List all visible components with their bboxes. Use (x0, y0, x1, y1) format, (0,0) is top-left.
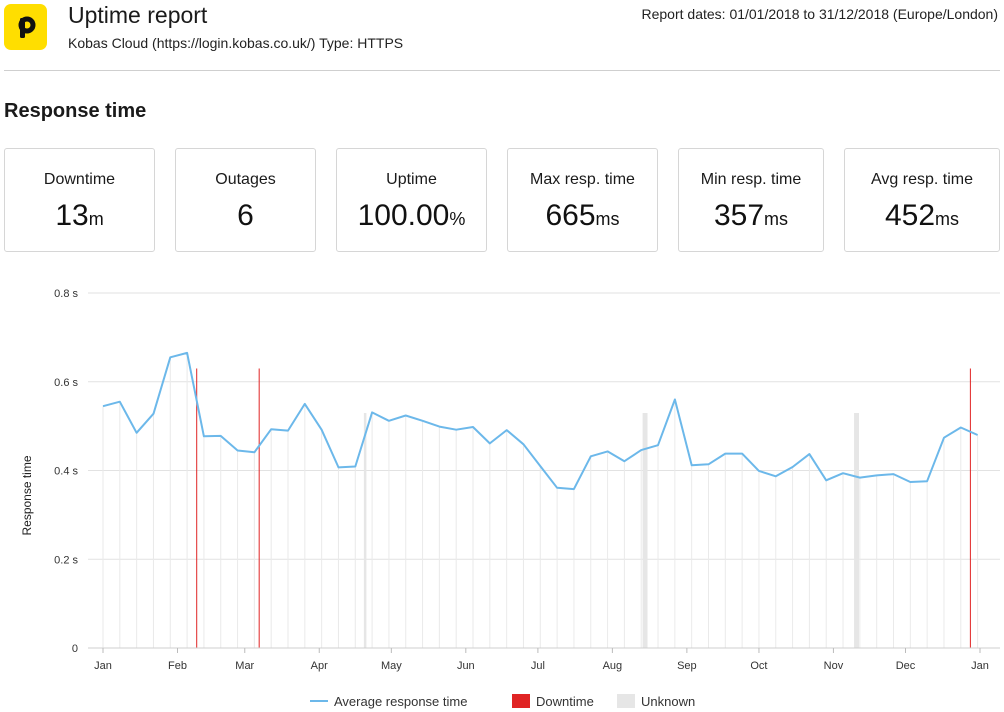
x-tick-label: May (381, 660, 402, 672)
stat-number: 13 (55, 199, 89, 232)
x-tick-label: Jan (971, 660, 989, 672)
stat-card-outages: Outages 6 (175, 148, 316, 252)
stat-number: 357 (713, 199, 765, 232)
unknown-bar (854, 413, 857, 648)
x-tick-label: Nov (824, 660, 844, 672)
x-tick-label: Aug (603, 660, 623, 672)
stat-card-min-resp: Min resp. time 357ms (678, 148, 824, 252)
stat-card-uptime: Uptime 100.00% (336, 148, 487, 252)
stat-number: 665 (545, 199, 596, 232)
y-tick-label: 0.8 s (54, 288, 78, 300)
stat-unit: ms (595, 209, 620, 229)
legend-item-unknown[interactable]: Unknown (617, 692, 695, 710)
response-time-chart: 0 0.2 s 0.4 s 0.6 s 0.8 s Response time Jan Feb… (20, 288, 1000, 672)
y-axis-title: Response time (20, 455, 34, 535)
y-tick-label: 0.6 s (54, 377, 78, 389)
legend-box-swatch (617, 694, 635, 708)
x-tick-label: Mar (235, 660, 254, 672)
stat-value: 452ms (845, 199, 999, 233)
unknown-bar (856, 413, 859, 648)
x-tick-label: Jul (531, 660, 545, 672)
monitor-subtitle: Kobas Cloud (https://login.kobas.co.uk/)… (68, 35, 404, 51)
legend-item-downtime[interactable]: Downtime (512, 692, 594, 710)
stat-value: 357ms (679, 199, 823, 233)
stat-number: 6 (237, 199, 254, 232)
x-tick-label: Apr (311, 660, 328, 672)
section-title: Response time (4, 100, 147, 122)
stat-label: Outages (215, 171, 276, 188)
logo (4, 4, 47, 50)
y-tick-label: 0 (72, 643, 78, 655)
stat-number: 100.00 (357, 199, 450, 232)
unknown-bar (642, 413, 646, 648)
x-tick-label: Feb (168, 660, 187, 672)
p-logo-icon (18, 16, 36, 38)
report-dates: Report dates: 01/01/2018 to 31/12/2018 (… (641, 6, 999, 22)
legend-item-average[interactable]: Average response time (310, 692, 467, 710)
x-tick-label: Sep (677, 660, 697, 672)
stat-unit: % (449, 209, 466, 229)
stat-unit: ms (764, 209, 789, 229)
legend-label: Downtime (536, 693, 594, 709)
stat-card-downtime: Downtime 13m (4, 148, 155, 252)
x-tick-label: Oct (750, 660, 767, 672)
y-tick-label: 0.4 s (54, 466, 78, 478)
x-tick-label: Jan (94, 660, 112, 672)
stat-value: 13m (5, 199, 154, 233)
legend-line-swatch (310, 700, 328, 702)
unknown-bar (645, 413, 648, 648)
stat-label: Uptime (386, 171, 437, 188)
stat-label: Downtime (43, 171, 116, 188)
unknown-bar (363, 413, 367, 648)
stat-card-avg-resp: Avg resp. time 452ms (844, 148, 1000, 252)
stat-label: Min resp. time (700, 171, 802, 188)
stat-value: 6 (176, 199, 315, 233)
stat-card-max-resp: Max resp. time 665ms (507, 148, 658, 252)
chart-legend: Average response time Downtime Unknown (0, 692, 1004, 710)
stat-cards: Downtime 13m Outages 6 Uptime 100.00% Ma… (4, 148, 1000, 255)
y-tick-label: 0.2 s (54, 554, 78, 566)
x-tick-label: Dec (896, 660, 916, 672)
legend-label: Unknown (641, 693, 696, 709)
legend-box-swatch (512, 694, 530, 708)
stat-unit: m (88, 209, 104, 229)
stat-value: 665ms (508, 199, 657, 233)
stat-number: 452 (884, 199, 936, 232)
stat-label: Avg resp. time (871, 171, 973, 188)
stat-unit: ms (935, 209, 960, 229)
page-title: Uptime report (68, 2, 208, 28)
stat-value: 100.00% (337, 199, 486, 233)
series-line-average (102, 351, 979, 491)
x-tick-label: Jun (457, 660, 475, 672)
stat-label: Max resp. time (530, 171, 635, 188)
header-divider (4, 70, 1000, 71)
legend-label: Average response time (334, 693, 468, 709)
